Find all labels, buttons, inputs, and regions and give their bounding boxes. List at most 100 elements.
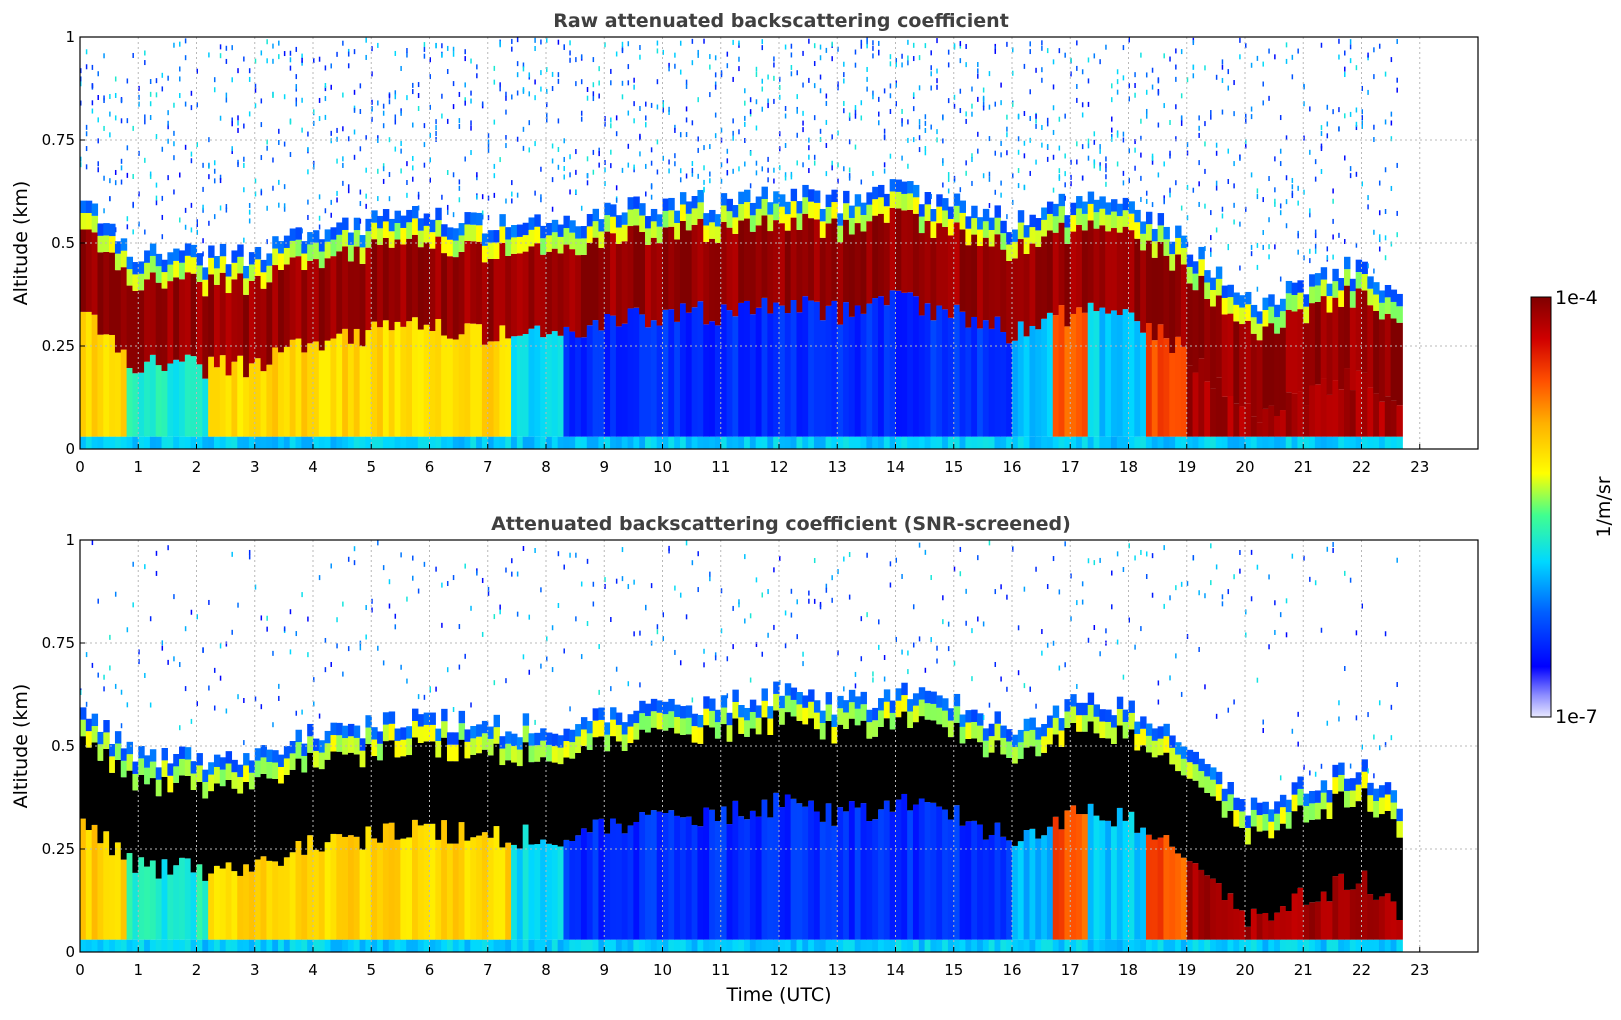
heatmap-cell [1285,911,1293,940]
heatmap-noise [645,115,647,121]
heatmap-cell [243,753,250,766]
heatmap-noise [1297,185,1299,191]
heatmap-noise [551,177,554,183]
heatmap-noise [1163,545,1165,551]
heatmap-cell [1081,702,1089,716]
heatmap-cell [155,253,163,267]
heatmap-cell [1338,389,1345,437]
heatmap-noise [656,624,659,630]
heatmap-noise [446,69,449,75]
heatmap-cell [936,806,943,940]
heatmap-cell [977,824,984,940]
heatmap-noise [825,171,828,177]
heatmap-cell [668,197,675,211]
heatmap-noise [1384,742,1387,748]
heatmap-cell [1204,436,1211,449]
heatmap-noise [161,234,164,240]
heatmap-cell [645,436,652,449]
heatmap-noise [97,138,99,144]
heatmap-cell [394,740,401,758]
heatmap-cell [709,209,716,223]
heatmap-noise [1291,728,1294,734]
heatmap-cell [889,712,897,730]
heatmap-cell [382,209,390,222]
heatmap-cell [254,859,262,940]
heatmap-noise [627,143,630,149]
heatmap-noise [441,52,443,58]
heatmap-noise [709,54,711,60]
heatmap-cell [1274,939,1281,952]
heatmap-cell [179,436,186,449]
heatmap-cell [1070,694,1077,707]
heatmap-noise [1373,268,1375,274]
heatmap-noise [779,679,781,685]
heatmap-cell [441,820,448,940]
heatmap-cell [260,259,267,273]
heatmap-cell [1186,861,1194,940]
heatmap-cell [1309,286,1316,304]
heatmap-cell [959,436,966,449]
heatmap-cell [674,436,681,449]
heatmap-noise [1279,148,1282,154]
heatmap-noise [580,110,583,116]
heatmap-cell [912,197,920,214]
heatmap-cell [1198,275,1205,359]
heatmap-noise [190,105,193,111]
heatmap-cell [854,807,862,940]
heatmap-noise [1093,53,1096,59]
heatmap-noise [1070,616,1072,622]
heatmap-cell [1245,827,1252,845]
heatmap-cell [1122,210,1130,227]
heatmap-cell [639,729,646,813]
heatmap-cell [947,436,955,449]
heatmap-cell [1239,939,1246,952]
heatmap-cell [394,321,401,437]
heatmap-cell [575,226,582,239]
x-tick-label: 14 [886,458,905,476]
heatmap-noise [604,577,606,583]
heatmap-cell [773,302,780,437]
heatmap-cell [441,737,448,821]
heatmap-cell [1309,819,1316,903]
heatmap-noise [85,131,88,137]
heatmap-noise [1221,59,1224,65]
heatmap-noise [1332,234,1334,240]
heatmap-noise [231,551,233,557]
heatmap-cell [429,248,436,332]
heatmap-noise [1169,150,1171,156]
heatmap-cell [138,261,145,274]
heatmap-cell [1046,744,1054,827]
heatmap-cell [155,266,163,283]
heatmap-noise [1314,771,1317,777]
heatmap-noise [144,229,146,235]
heatmap-cell [179,279,186,362]
heatmap-cell [1332,764,1339,778]
heatmap-cell [330,751,337,834]
heatmap-noise [388,93,391,99]
heatmap-cell [1250,436,1258,449]
heatmap-cell [400,739,407,757]
heatmap-cell [802,213,809,297]
heatmap-cell [790,201,798,218]
heatmap-cell [813,729,821,812]
heatmap-noise [126,118,129,124]
heatmap-noise [569,40,571,46]
heatmap-noise [1367,52,1369,58]
heatmap-cell [1058,746,1066,830]
heatmap-noise [679,660,682,666]
heatmap-noise [126,145,129,151]
heatmap-noise [1105,167,1107,173]
heatmap-cell [307,835,314,940]
heatmap-noise [190,718,193,724]
heatmap-noise [732,644,734,650]
heatmap-cell [330,833,337,940]
heatmap-noise [1210,114,1212,120]
heatmap-cell [1099,196,1106,209]
heatmap-cell [697,743,704,827]
heatmap-noise [1046,642,1049,648]
heatmap-cell [1390,901,1398,940]
heatmap-cell [1390,400,1398,437]
heatmap-cell [744,300,751,437]
heatmap-cell [679,706,687,719]
heatmap-cell [417,743,425,826]
